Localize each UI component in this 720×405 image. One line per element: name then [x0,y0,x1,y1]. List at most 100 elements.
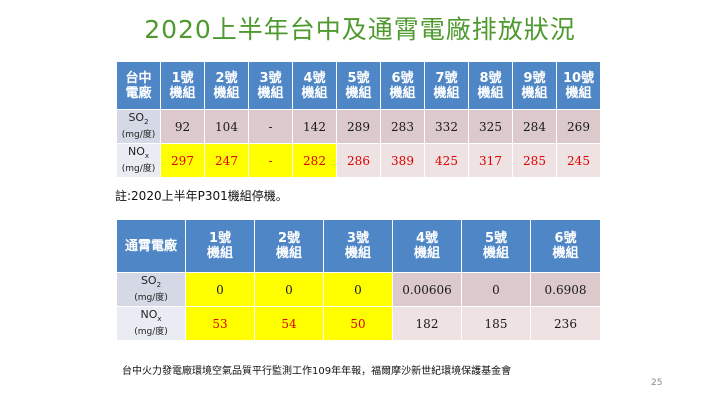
header-line: 1號 [208,231,232,246]
header-line: 3號 [346,231,370,246]
value-cell: 297 [160,143,205,178]
value-cell: 142 [292,109,337,144]
header-line: 機組 [482,246,509,261]
value-cell: - [248,143,293,178]
value-cell: 0 [254,272,324,307]
header-line: 4號 [303,70,326,86]
header-line: 機組 [213,85,240,101]
header-line: 機組 [344,246,371,261]
header-line: 電廠 [125,85,152,101]
pollutant-subscript: 2 [156,281,162,290]
header-line: 6號 [391,70,414,86]
source-citation: 台中火力發電廠環境空氣品質平行監測工作109年年報，福爾摩沙新世紀環境保護基金會 [122,366,512,377]
unit-header: 4號 機組 [292,61,337,110]
table-row-so2: SO2 (mg/度) 92 104-142 289 283 332 325 284 269 [116,109,601,144]
value-cell: 325 [468,109,513,144]
value-cell: 185 [461,306,531,341]
value-cell: 92 [160,109,205,144]
value-cell: 104 [204,109,249,144]
header-line: 機組 [275,246,302,261]
value-cell: 332 [424,109,469,144]
unit-header: 6號 機組 [530,219,601,273]
pollutant-label: SO2 (mg/度) [116,272,186,307]
pollutant-unit: (mg/度) [134,293,168,304]
unit-header: 5號 機組 [461,219,531,273]
value-cell: 283 [380,109,425,144]
header-line: 2號 [215,70,238,86]
table-header-row: 通霄電廠 1號 機組 2號 機組 3號 機組 4號 機組 5號 機組 6號 機組 [116,219,601,273]
unit-header: 1號 機組 [160,61,205,110]
unit-header: 8號 機組 [468,61,513,110]
value-cell: 286 [336,143,381,178]
header-line: 6號 [554,231,577,246]
value-cell: 182 [392,306,462,341]
header-line: 9號 [523,70,546,86]
footnote: 註:2020上半年P301機組停機。 [115,189,288,203]
header-line: 機組 [433,85,460,101]
value-cell: 317 [468,143,513,178]
value-cell: 284 [512,109,557,144]
header-line: 機組 [206,246,233,261]
pollutant-unit: (mg/度) [121,164,156,175]
unit-header: 7號 機組 [424,61,469,110]
value-cell: 53 [185,306,255,341]
header-line: 機組 [413,246,440,261]
header-line: 4號 [415,231,439,246]
value-cell: 0 [323,272,393,307]
unit-header: 1號 機組 [185,219,255,273]
pollutant-name: SO [128,110,145,124]
header-line: 機組 [301,85,328,101]
page-number: 25 [651,378,663,388]
value-cell: 285 [512,143,557,178]
value-cell: 389 [380,143,425,178]
value-cell: - [248,109,293,144]
unit-header: 10號 機組 [556,61,601,110]
pollutant-subscript: x [144,152,150,161]
unit-header: 3號 機組 [323,219,393,273]
value-cell: 269 [556,109,601,144]
value-cell: 236 [530,306,601,341]
value-cell: 54 [254,306,324,341]
value-cell: 425 [424,143,469,178]
value-cell: 0 [185,272,255,307]
unit-header: 3號 機組 [248,61,293,110]
unit-header: 2號 機組 [204,61,249,110]
value-cell: 0.00606 [392,272,462,307]
header-line: 機組 [389,85,416,101]
value-cell: 0.6908 [530,272,601,307]
value-cell: 282 [292,143,337,178]
plant-name-header: 台中 電廠 [116,61,161,110]
header-line: 1號 [171,70,194,86]
value-cell: 245 [556,143,601,178]
pollutant-unit: (mg/度) [134,327,168,338]
unit-header: 9號 機組 [512,61,557,110]
header-line: 機組 [169,85,196,101]
header-line: 10號 [562,70,595,86]
header-line: 3號 [259,70,282,86]
header-line: 通霄電廠 [124,238,177,254]
value-cell: 0 [461,272,531,307]
unit-header: 2號 機組 [254,219,324,273]
pollutant-unit: (mg/度) [121,130,156,141]
unit-header: 6號 機組 [380,61,425,110]
value-cell: 289 [336,109,381,144]
table-row-nox: NOx (mg/度) 53 54 50 182 185 236 [116,306,601,341]
value-cell: 247 [204,143,249,178]
header-line: 7號 [435,70,458,86]
header-line: 8號 [479,70,502,86]
header-line: 5號 [484,231,508,246]
plant-name-header: 通霄電廠 [116,219,186,273]
unit-header: 5號 機組 [336,61,381,110]
header-line: 機組 [552,246,579,261]
header-line: 機組 [477,85,504,101]
pollutant-subscript: 2 [144,118,149,127]
taichung-emission-table: 台中 電廠 1號 機組 2號 機組 3號 機組 4號 機組 5號 機組 6號 機組 7號 機組 8號 機組 9號 機組… [116,61,601,178]
table-row-so2: SO2 (mg/度) 0 0 0 0.00606 0 0.6908 [116,272,601,307]
pollutant-subscript: x [157,315,162,324]
header-line: 機組 [521,85,548,101]
value-cell: 50 [323,306,393,341]
header-line: 台中 [125,70,152,86]
header-line: 機組 [345,85,372,101]
header-line: 機組 [257,85,284,101]
unit-header: 4號 機組 [392,219,462,273]
